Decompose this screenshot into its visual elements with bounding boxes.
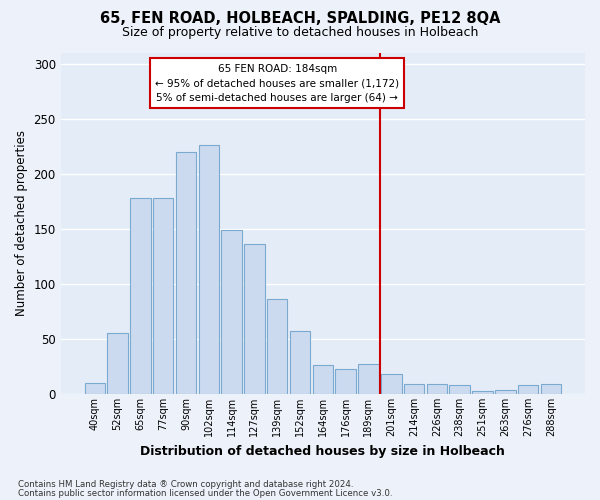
Bar: [290, 331, 310, 394]
Bar: [427, 384, 447, 394]
Bar: [107, 334, 128, 394]
Bar: [381, 374, 401, 394]
Bar: [130, 198, 151, 394]
Bar: [313, 366, 333, 394]
Y-axis label: Number of detached properties: Number of detached properties: [15, 130, 28, 316]
Bar: [358, 364, 379, 394]
Bar: [541, 384, 561, 394]
Bar: [199, 145, 219, 394]
Bar: [495, 390, 515, 394]
Bar: [267, 300, 287, 394]
Bar: [518, 385, 538, 394]
Text: 65, FEN ROAD, HOLBEACH, SPALDING, PE12 8QA: 65, FEN ROAD, HOLBEACH, SPALDING, PE12 8…: [100, 11, 500, 26]
Bar: [335, 368, 356, 394]
Bar: [244, 244, 265, 394]
X-axis label: Distribution of detached houses by size in Holbeach: Distribution of detached houses by size …: [140, 444, 505, 458]
Bar: [176, 152, 196, 394]
Text: Size of property relative to detached houses in Holbeach: Size of property relative to detached ho…: [122, 26, 478, 39]
Bar: [472, 390, 493, 394]
Bar: [221, 230, 242, 394]
Bar: [449, 385, 470, 394]
Bar: [153, 198, 173, 394]
Text: Contains HM Land Registry data ® Crown copyright and database right 2024.: Contains HM Land Registry data ® Crown c…: [18, 480, 353, 489]
Text: 65 FEN ROAD: 184sqm
← 95% of detached houses are smaller (1,172)
5% of semi-deta: 65 FEN ROAD: 184sqm ← 95% of detached ho…: [155, 64, 399, 103]
Text: Contains public sector information licensed under the Open Government Licence v3: Contains public sector information licen…: [18, 488, 392, 498]
Bar: [404, 384, 424, 394]
Bar: [85, 383, 105, 394]
